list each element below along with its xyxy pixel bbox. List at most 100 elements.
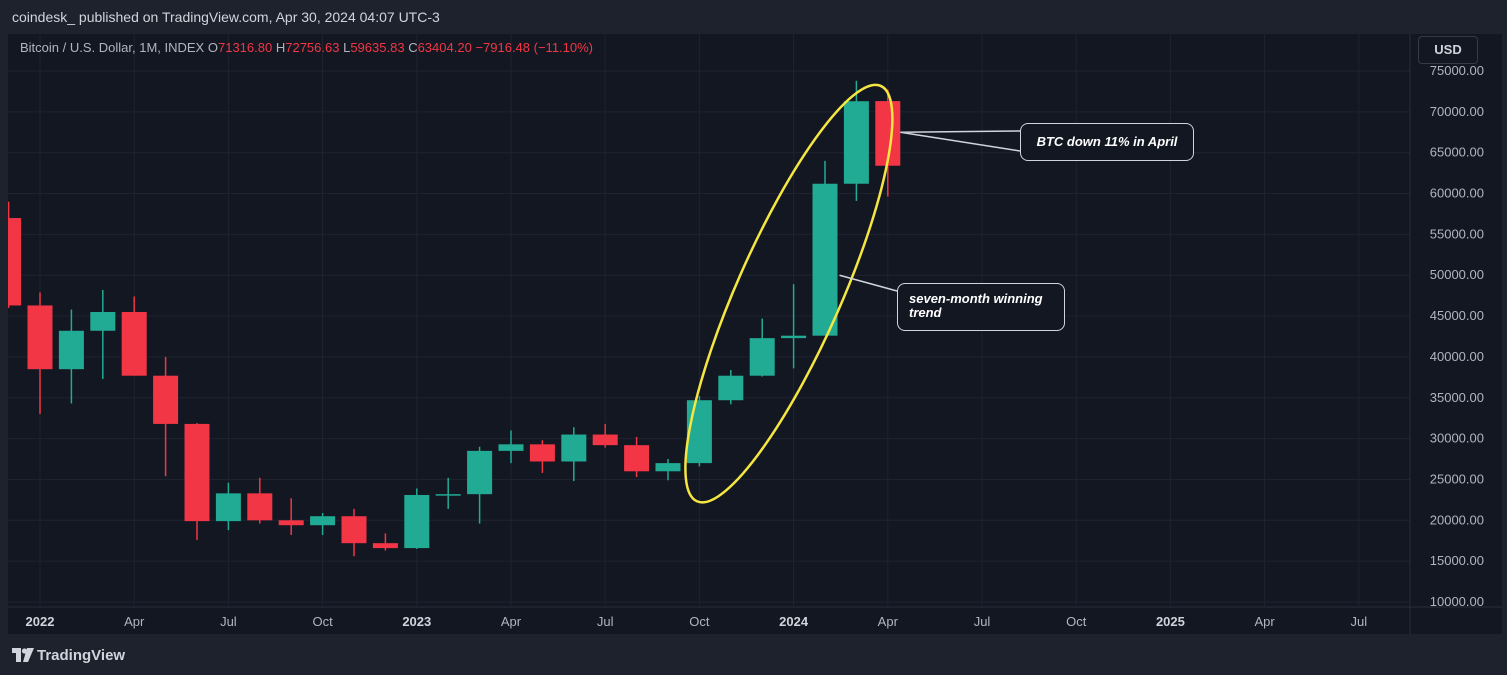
footer-bar (0, 634, 1507, 675)
price-tick-label: 55000.00 (1430, 226, 1484, 241)
candle (27, 292, 53, 415)
close-label: C (408, 40, 418, 55)
callout-connector-trend (839, 274, 898, 292)
price-tick-label: 50000.00 (1430, 267, 1484, 282)
low-label: L (343, 40, 351, 55)
candle (781, 284, 807, 369)
price-tick-label: 60000.00 (1430, 186, 1484, 201)
candle-body (153, 375, 179, 424)
candle-body (435, 494, 461, 496)
candles (8, 80, 901, 557)
chart-panel[interactable]: 75000.00 70000.00 65000.00 60000.00 55000.00… (8, 34, 1502, 634)
time-tick-label: Apr (878, 614, 899, 629)
time-tick-label: Oct (1066, 614, 1087, 629)
price-tick-label: 10000.00 (1430, 594, 1484, 609)
open-value: 71316.80 (217, 40, 273, 55)
candle (467, 446, 493, 524)
annotation-trend-line2: trend (909, 305, 942, 320)
candle (812, 160, 838, 336)
candle (121, 296, 147, 376)
candle (843, 80, 869, 201)
price-axis[interactable]: 75000.00 70000.00 65000.00 60000.00 55000.00… (1430, 63, 1484, 609)
change-value: −7916.48 (−11.10%) (475, 40, 594, 55)
candle-body (718, 375, 744, 401)
candle-body (58, 330, 84, 370)
annotation-overlay (684, 83, 1021, 504)
candle (624, 436, 650, 478)
candle-body (498, 444, 524, 451)
time-tick-label: 2022 (26, 614, 55, 629)
open-label: O (207, 40, 218, 55)
ohlc-legend: Bitcoin / U.S. Dollar, 1M, INDEX O71316.… (20, 40, 593, 55)
time-tick-label: 2023 (402, 614, 431, 629)
candle (278, 498, 304, 536)
time-tick-label: Jul (974, 614, 991, 629)
low-value: 59635.83 (350, 40, 405, 55)
currency-button[interactable]: USD (1418, 36, 1478, 64)
candle-body (781, 335, 807, 339)
time-tick-label: Apr (501, 614, 522, 629)
price-tick-label: 70000.00 (1430, 104, 1484, 119)
price-tick-label: 45000.00 (1430, 308, 1484, 323)
candle-body (624, 445, 650, 472)
time-tick-label: Apr (124, 614, 145, 629)
candle-body (341, 516, 367, 544)
time-axis[interactable]: 2022 Apr Jul Oct 2023 Apr Jul Oct 2024 Apr Jul Oct 2… (26, 614, 1368, 629)
candle-body (184, 423, 210, 522)
time-tick-label: Jul (1350, 614, 1367, 629)
time-tick-label: Oct (689, 614, 710, 629)
candle-body (592, 434, 618, 446)
candle (686, 396, 712, 467)
annotation-btc-down-text: BTC down 11% in April (1036, 134, 1178, 149)
chart-canvas[interactable]: 75000.00 70000.00 65000.00 60000.00 55000.00… (8, 34, 1502, 634)
annotation-winning-trend: seven-month winning trend (897, 283, 1065, 331)
candle (718, 369, 744, 405)
candle (592, 423, 618, 448)
candle (529, 440, 555, 473)
candle (749, 318, 775, 377)
candle (561, 427, 587, 482)
tradingview-brand[interactable]: TradingView (37, 647, 126, 664)
candle-body (812, 183, 838, 336)
candle (184, 423, 210, 540)
candle (875, 89, 901, 197)
candle-body (278, 520, 304, 526)
candle-body (8, 218, 22, 306)
candle-body (90, 311, 116, 331)
trend-highlight-ellipse (684, 83, 894, 504)
candle-body (843, 101, 869, 184)
candle (247, 477, 273, 524)
close-value: 63404.20 (417, 40, 472, 55)
price-tick-label: 30000.00 (1430, 431, 1484, 446)
candle (498, 430, 524, 464)
candle-body (215, 493, 241, 522)
candle (341, 508, 367, 557)
symbol-label[interactable]: Bitcoin / U.S. Dollar, 1M, INDEX (20, 40, 205, 55)
publish-info: coindesk_ published on TradingView.com, … (12, 9, 440, 25)
candle (372, 533, 398, 551)
price-tick-label: 75000.00 (1430, 63, 1484, 78)
high-label: H (275, 40, 286, 55)
candle (58, 309, 84, 404)
candle (153, 356, 179, 477)
candle (8, 201, 22, 308)
candle-body (247, 493, 273, 521)
candle-body (529, 444, 555, 462)
time-tick-label: Jul (220, 614, 237, 629)
candle-body (655, 463, 681, 472)
price-tick-label: 20000.00 (1430, 512, 1484, 527)
candle-body (749, 338, 775, 376)
price-tick-label: 35000.00 (1430, 390, 1484, 405)
time-tick-label: Jul (597, 614, 614, 629)
candle-body (310, 516, 336, 526)
candle-body (561, 434, 587, 462)
candle (655, 459, 681, 481)
candle-body (121, 311, 147, 376)
high-value: 72756.63 (285, 40, 340, 55)
candle (215, 482, 241, 531)
candle-body (372, 543, 398, 549)
candle (310, 512, 336, 536)
tradingview-logo-icon[interactable] (12, 648, 34, 662)
price-tick-label: 25000.00 (1430, 471, 1484, 486)
candle-body (467, 450, 493, 495)
